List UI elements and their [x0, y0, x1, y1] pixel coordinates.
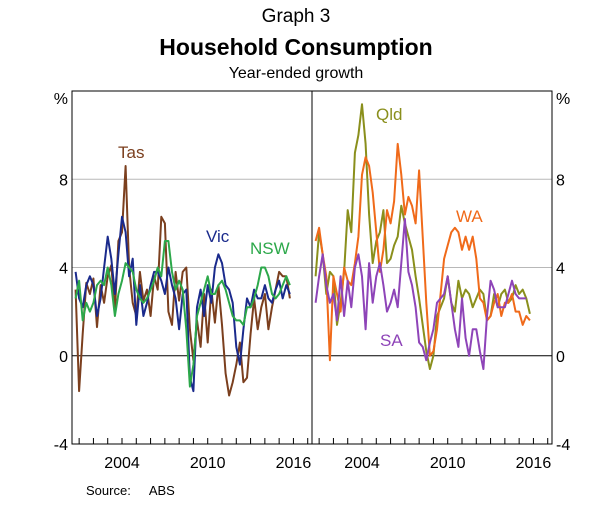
series-label-sa: SA	[380, 331, 403, 350]
y-tick-right: 8	[556, 172, 565, 189]
series-label-vic: Vic	[206, 227, 230, 246]
series-label-wa: WA	[456, 207, 483, 226]
series-line-nsw	[74, 240, 291, 388]
y-tick-left: 4	[59, 261, 68, 278]
y-unit-left: %	[54, 91, 68, 108]
chart-title: Household Consumption	[159, 34, 433, 60]
x-tick-label: 2016	[516, 455, 552, 472]
source-label: Source:	[86, 483, 131, 498]
y-tick-right: 4	[556, 261, 565, 278]
source-note: Source: ABS	[86, 483, 193, 498]
y-tick-right: 0	[556, 349, 565, 366]
x-tick-label: 2010	[190, 455, 226, 472]
y-tick-left: 8	[59, 172, 68, 189]
series-label-tas: Tas	[118, 143, 144, 162]
y-tick-left: 0	[59, 349, 68, 366]
y-unit-right: %	[556, 91, 570, 108]
x-tick-label: 2010	[430, 455, 466, 472]
y-tick-right: -4	[556, 437, 570, 454]
source-value: ABS	[148, 483, 175, 498]
series-label-nsw: NSW	[250, 239, 290, 258]
series-line-wa	[314, 142, 531, 362]
y-tick-left: -4	[54, 437, 68, 454]
x-tick-label: 2016	[276, 455, 312, 472]
series-label-qld: Qld	[376, 105, 402, 124]
x-tick-label: 2004	[344, 455, 380, 472]
chart-subtitle: Year-ended growth	[228, 65, 364, 82]
series-line-sa	[314, 218, 527, 370]
graph-number: Graph 3	[261, 6, 331, 27]
x-tick-label: 2004	[104, 455, 140, 472]
